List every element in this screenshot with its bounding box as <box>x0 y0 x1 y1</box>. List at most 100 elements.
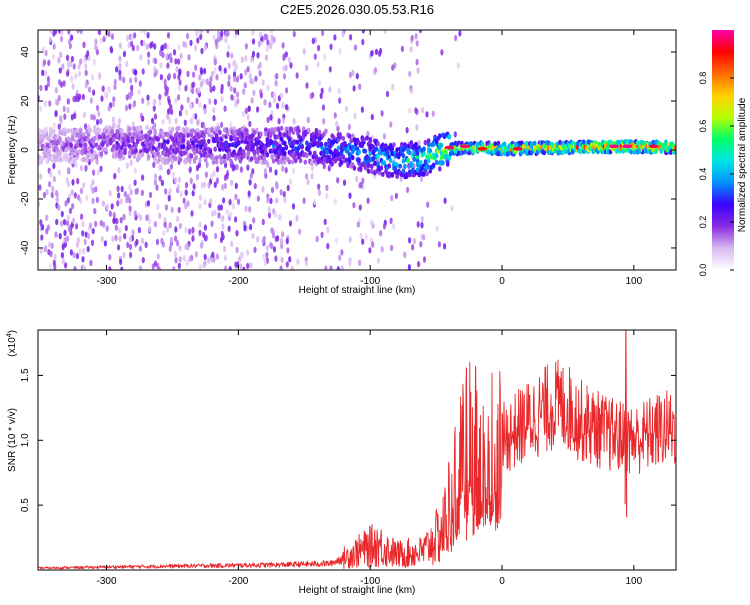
spectrogram-cell <box>281 42 285 49</box>
spectrogram-cell <box>73 265 77 270</box>
spectrogram-cell <box>134 142 138 148</box>
spectrogram-cell <box>109 45 113 53</box>
spectrogram-cell <box>173 156 178 162</box>
spectrogram-cell <box>66 98 70 105</box>
spectrogram-cell <box>180 104 184 111</box>
spectrogram-cell <box>253 246 257 253</box>
spectrogram-cell <box>52 43 56 50</box>
spectrogram-cell <box>265 152 270 158</box>
spectrogram-cell <box>115 66 119 73</box>
spectrogram-cell <box>229 211 233 218</box>
spectrogram-cell <box>290 265 294 270</box>
spectrogram-cell <box>356 221 360 228</box>
spectrogram-cell <box>279 189 283 196</box>
spectrogram-cell <box>642 140 646 146</box>
spectrogram-cell <box>155 238 160 246</box>
spectrogram-cell <box>387 163 392 169</box>
spectrogram-cell <box>60 220 64 227</box>
spectrogram-cell <box>380 110 384 117</box>
spectrogram-cell <box>212 34 216 41</box>
spectrogram-cell <box>189 39 193 47</box>
spectrogram-cell <box>159 74 163 81</box>
spectrogram-cell <box>148 217 152 225</box>
spectrogram-cell <box>213 146 217 152</box>
spectrogram-cell <box>247 190 251 197</box>
spectrogram-cell <box>384 168 388 174</box>
spectrogram-cell <box>182 197 186 204</box>
spectrogram-cell <box>89 222 93 229</box>
spectrogram-cell <box>398 163 403 169</box>
spectrogram-cell <box>341 135 346 141</box>
spectrogram-cell <box>335 156 339 162</box>
x-tick-label: 100 <box>625 576 642 587</box>
spectrogram-cell <box>335 120 339 128</box>
spectrogram-cell <box>412 156 417 162</box>
spectrogram-cell <box>161 134 165 141</box>
spectrogram-cell <box>127 126 132 132</box>
spectrogram-cell <box>227 44 231 51</box>
spectrogram-cell <box>126 137 130 144</box>
spectrogram-cell <box>113 172 117 180</box>
spectrogram-cell <box>285 237 289 245</box>
spectrogram-cell <box>265 45 269 52</box>
spectrogram-cell <box>232 75 237 83</box>
spectrogram-cell <box>57 94 61 102</box>
spectrogram-cell <box>273 97 277 104</box>
spectrogram-cell <box>161 51 165 58</box>
spectrogram-cell <box>105 203 109 211</box>
spectrogram-cell <box>196 128 200 134</box>
spectrogram-cell <box>118 69 122 76</box>
spectrogram-cell <box>305 64 309 72</box>
spectrogram-cell <box>272 91 276 99</box>
spectrogram-cell <box>263 168 267 175</box>
spectrogram-cell <box>117 118 121 125</box>
spectrogram-cell <box>160 45 164 52</box>
spectrogram-cell <box>306 116 310 124</box>
spectrogram-cell <box>186 243 190 251</box>
spectrogram-cell <box>212 85 216 92</box>
spectrogram-cell <box>269 114 273 121</box>
spectrogram-cell <box>227 80 231 87</box>
spectrogram-cell <box>361 30 365 34</box>
spectrogram-cell <box>57 169 61 176</box>
spectrogram-cell <box>105 225 109 232</box>
spectrogram-cell <box>212 107 216 114</box>
spectrogram-cell <box>69 60 73 68</box>
spectrogram-cell <box>81 264 85 270</box>
spectrogram-cell <box>124 104 129 112</box>
spectrogram-cell <box>158 99 162 107</box>
spectrogram-cell <box>133 100 137 107</box>
snr-frame <box>37 329 677 571</box>
spectrogram-cell <box>414 107 418 114</box>
spectrogram-cell <box>425 171 429 177</box>
spectrogram-cell <box>181 133 186 139</box>
spectrogram-cell <box>377 170 382 176</box>
spectrogram-cell <box>243 82 247 89</box>
spectrogram-cell <box>370 113 374 121</box>
spectrogram-cell <box>249 77 253 85</box>
spectrogram-cell <box>423 139 428 146</box>
spectrogram-cell <box>338 97 342 104</box>
spectrogram-cell <box>272 36 276 44</box>
spectrogram-cell <box>297 128 301 134</box>
spectrogram-cell <box>258 70 262 77</box>
spectrogram-cell <box>89 259 93 267</box>
spectrogram-cell <box>264 127 268 133</box>
spectrogram-cell <box>415 150 420 156</box>
spectrogram-cell <box>355 72 359 80</box>
spectrogram-cell <box>400 45 404 53</box>
spectrogram-cell <box>141 174 145 181</box>
spectrogram-cell <box>444 149 448 155</box>
spectrogram-cell <box>213 67 217 74</box>
spectrogram-cell <box>84 69 88 77</box>
spectrogram-cell <box>148 129 153 135</box>
spectrogram-cell <box>191 235 195 242</box>
spectrogram-cell <box>58 67 62 74</box>
spectrogram-cell <box>54 87 58 94</box>
spectrogram-cell <box>334 237 338 244</box>
spectrogram-cell <box>288 256 292 263</box>
spectrogram-cell <box>292 140 297 146</box>
y-tick-label: -20 <box>20 191 31 206</box>
spectrogram-cell <box>140 30 144 34</box>
spectrogram-cell <box>238 146 243 152</box>
